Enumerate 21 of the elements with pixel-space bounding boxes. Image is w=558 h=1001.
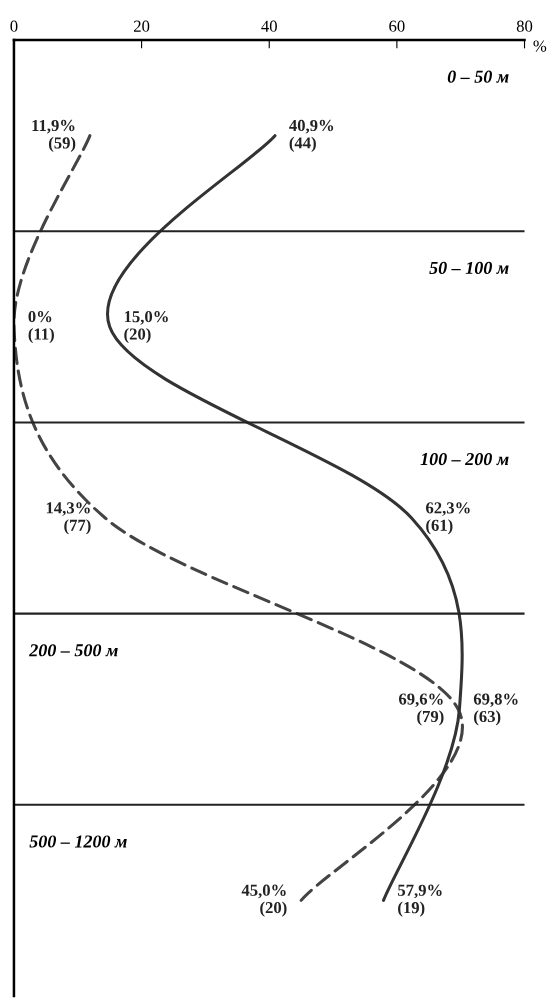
x-tick-label: 40 — [261, 20, 277, 32]
y-tick-label: 100 – 200 м — [420, 453, 509, 466]
x-tick-label: 60 — [389, 20, 405, 32]
x-tick-label: 80 — [516, 20, 533, 32]
data-label: 69,8% (63) — [473, 693, 518, 726]
x-axis-title: % — [533, 40, 547, 52]
x-tick-label: 0 — [10, 20, 18, 32]
data-label: 11,9% (59) — [32, 119, 76, 152]
y-tick-label: 200 – 500 м — [29, 644, 118, 657]
data-label: 40,9% (44) — [289, 119, 334, 152]
data-label: 45,0% (20) — [241, 884, 287, 917]
data-label: 15,0% (20) — [124, 311, 168, 344]
y-tick-label: 50 – 100 м — [429, 261, 509, 274]
data-label: 62,3% (61) — [426, 502, 470, 535]
data-label: 0% (11) — [28, 311, 54, 344]
y-tick-label: 500 – 1200 м — [29, 835, 127, 848]
data-label: 57,9% (19) — [398, 884, 442, 917]
data-label: 14,3% (77) — [46, 502, 91, 535]
x-tick-label: 20 — [133, 20, 150, 32]
data-label: 69,6% (79) — [398, 693, 444, 726]
y-tick-label: 0 – 50 м — [447, 70, 509, 83]
